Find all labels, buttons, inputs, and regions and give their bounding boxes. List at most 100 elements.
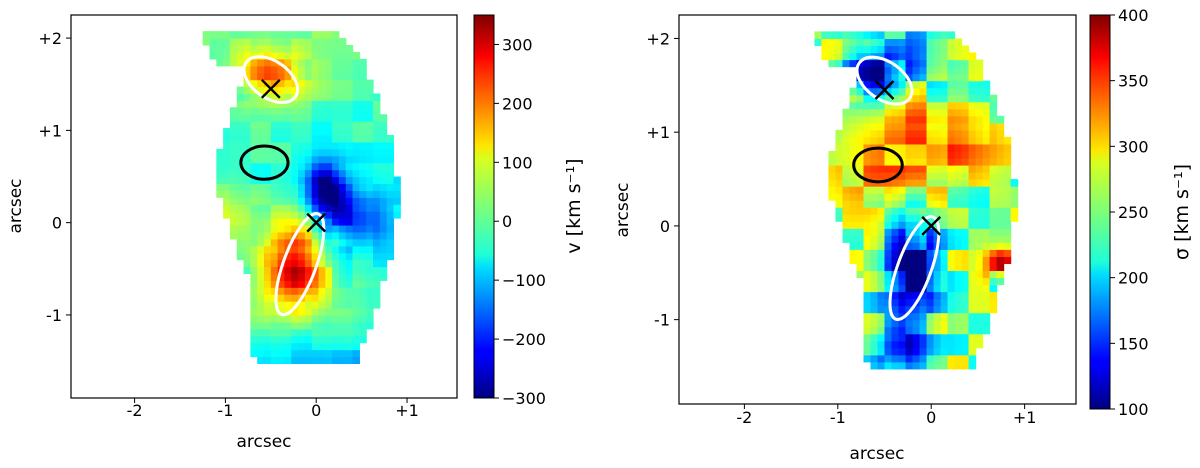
map-pixel — [386, 245, 395, 254]
map-pixel — [954, 122, 963, 131]
map-pixel — [856, 179, 865, 187]
map-pixel — [338, 141, 347, 150]
map-pixel — [264, 204, 272, 212]
map-pixel — [898, 73, 907, 82]
map-pixel — [947, 164, 956, 173]
map-pixel — [311, 335, 320, 344]
map-pixel — [379, 176, 388, 185]
map-pixel — [352, 190, 360, 198]
map-pixel — [366, 252, 374, 261]
map-pixel — [250, 224, 258, 233]
map-pixel — [891, 193, 900, 201]
map-pixel — [870, 157, 879, 166]
map-pixel — [905, 228, 914, 236]
map-pixel — [236, 44, 245, 53]
map-pixel — [912, 319, 921, 328]
map-pixel — [919, 354, 928, 363]
map-pixel — [359, 169, 367, 178]
map-pixel — [257, 301, 265, 309]
map-pixel — [905, 115, 914, 124]
map-pixel — [982, 326, 991, 335]
map-pixel — [954, 319, 963, 328]
map-pixel — [870, 333, 879, 342]
map-pixel — [257, 65, 265, 74]
map-pixel — [229, 190, 238, 198]
map-pixel — [318, 58, 326, 67]
map-pixel — [975, 242, 984, 250]
map-pixel — [919, 66, 928, 75]
map-pixel — [870, 38, 879, 47]
map-pixel — [359, 238, 367, 247]
map-pixel — [821, 45, 830, 54]
map-pixel — [345, 238, 354, 247]
map-pixel — [332, 148, 340, 157]
map-pixel — [311, 148, 320, 157]
map-pixel — [216, 162, 224, 171]
map-pixel — [352, 176, 360, 185]
map-pixel — [304, 31, 313, 39]
map-pixel — [332, 328, 340, 337]
map-pixel — [236, 93, 245, 101]
map-pixel — [257, 155, 265, 164]
map-pixel — [926, 354, 935, 363]
map-pixel — [863, 354, 872, 363]
map-pixel — [856, 221, 865, 229]
map-pixel — [891, 361, 900, 370]
map-pixel — [828, 45, 837, 54]
map-pixel — [372, 155, 381, 164]
map-pixel — [236, 107, 245, 115]
map-pixel — [338, 121, 347, 129]
map-pixel — [270, 245, 279, 254]
map-pixel — [912, 150, 921, 159]
map-pixel — [264, 72, 272, 81]
map-pixel — [264, 44, 272, 53]
map-pixel — [270, 342, 279, 351]
velocity-colorbar — [473, 14, 495, 399]
map-pixel — [982, 291, 991, 300]
map-pixel — [223, 211, 231, 219]
map-pixel — [947, 361, 956, 370]
map-pixel — [338, 107, 347, 115]
map-pixel — [905, 150, 914, 159]
map-pixel — [835, 186, 844, 194]
map-pixel — [250, 107, 258, 115]
map-pixel — [912, 221, 921, 229]
map-pixel — [366, 79, 374, 88]
map-pixel — [870, 242, 879, 250]
map-pixel — [968, 221, 977, 229]
map-pixel — [216, 148, 224, 157]
map-pixel — [270, 218, 279, 226]
map-pixel — [1010, 193, 1019, 201]
map-pixel — [311, 114, 320, 122]
map-pixel — [905, 263, 914, 272]
map-pixel — [379, 134, 388, 143]
map-pixel — [856, 136, 865, 145]
map-pixel — [318, 141, 326, 150]
map-pixel — [338, 349, 347, 358]
map-pixel — [345, 44, 354, 53]
map-pixel — [954, 256, 963, 264]
map-pixel — [332, 100, 340, 108]
map-pixel — [940, 305, 949, 314]
map-pixel — [311, 197, 320, 205]
map-pixel — [877, 52, 886, 61]
map-pixel — [940, 31, 949, 40]
map-pixel — [898, 59, 907, 68]
map-pixel — [961, 172, 970, 180]
map-pixel — [270, 224, 279, 233]
map-pixel — [996, 235, 1005, 243]
map-pixel — [940, 122, 949, 131]
map-pixel — [243, 141, 251, 150]
y-tick-label: 0 — [52, 214, 62, 233]
map-pixel — [1003, 214, 1012, 222]
map-pixel — [940, 186, 949, 194]
velocity-map-y-ticks: -10+1+2 — [38, 29, 71, 325]
map-pixel — [304, 51, 313, 60]
map-pixel — [905, 172, 914, 180]
map-pixel — [926, 347, 935, 356]
map-pixel — [352, 169, 360, 178]
map-pixel — [877, 312, 886, 321]
map-pixel — [332, 259, 340, 268]
map-pixel — [332, 273, 340, 281]
map-pixel — [284, 287, 292, 295]
